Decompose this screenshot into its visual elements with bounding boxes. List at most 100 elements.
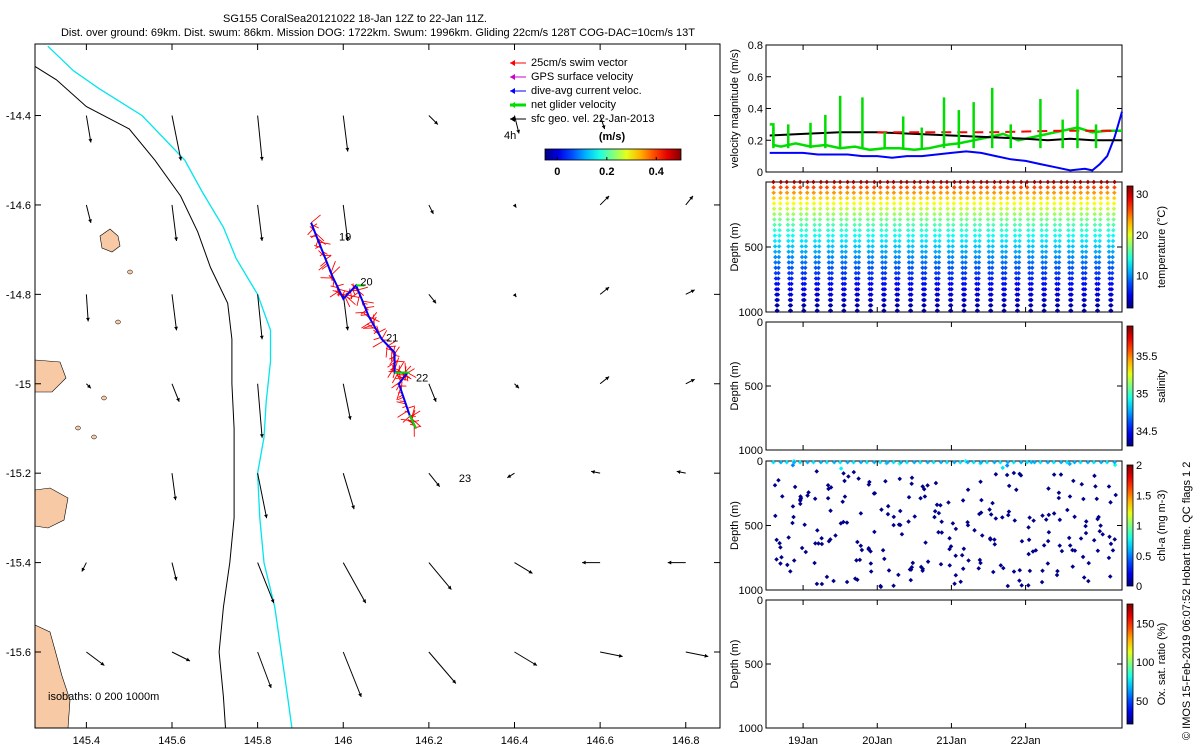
chla-sample <box>793 485 798 490</box>
temperature-sample <box>1098 207 1103 212</box>
temperature-sample <box>986 212 991 217</box>
temperature-sample <box>772 223 777 228</box>
chla-sample <box>780 494 785 499</box>
temperature-sample <box>798 190 803 195</box>
temperature-sample <box>937 249 942 254</box>
temperature-sample <box>951 233 956 238</box>
temperature-sample <box>959 233 964 238</box>
temperature-sample <box>1085 212 1090 217</box>
temperature-sample <box>831 223 836 228</box>
chla-sample <box>1044 517 1049 522</box>
temperature-sample <box>1070 260 1075 265</box>
chla-sample <box>925 483 930 488</box>
temperature-sample <box>1093 217 1098 222</box>
temperature-sample <box>978 207 983 212</box>
temperature-sample <box>1070 249 1075 254</box>
temperature-sample <box>1018 217 1023 222</box>
temperature-sample <box>1112 207 1117 212</box>
velocity-series-line <box>877 131 1114 133</box>
temperature-sample <box>843 255 848 260</box>
colorbar-tick-label: 35.5 <box>1136 351 1157 363</box>
temperature-sample <box>990 260 995 265</box>
chla-sample <box>1082 575 1087 580</box>
chla-sample <box>1019 583 1024 588</box>
x-tick-label: 146 <box>334 735 352 747</box>
temperature-sample <box>906 223 911 228</box>
chla-sample <box>1072 515 1077 520</box>
chla-sample <box>1042 543 1047 548</box>
imos-copyright-note: © IMOS 15-Feb-2019 06:07:52 Hobart time.… <box>1181 462 1193 740</box>
temperature-sample <box>772 212 777 217</box>
temperature-sample <box>844 217 849 222</box>
chla-sample <box>954 527 959 532</box>
temperature-sample <box>1093 228 1098 233</box>
temperature-sample <box>891 185 896 190</box>
chla-sample <box>980 533 985 538</box>
chla-sample <box>962 547 967 552</box>
temperature-sample <box>972 212 977 217</box>
temperature-sample <box>871 207 876 212</box>
temperature-sample <box>896 271 901 276</box>
temperature-sample <box>1084 260 1089 265</box>
temperature-sample <box>1017 255 1022 260</box>
chla-sample <box>845 580 850 585</box>
temperature-sample <box>1096 276 1101 281</box>
temperature-sample <box>1026 239 1031 244</box>
chla-sample <box>825 575 830 580</box>
temperature-sample <box>866 233 871 238</box>
temperature-sample <box>843 266 848 271</box>
temperature-sample <box>985 185 990 190</box>
chla-sample <box>774 538 779 543</box>
chla-sample <box>882 557 887 562</box>
temperature-sample <box>972 185 977 190</box>
temperature-sample <box>911 239 916 244</box>
temperature-sample <box>1070 276 1075 281</box>
temperature-sample <box>1045 185 1050 190</box>
chla-sample <box>814 469 819 474</box>
temperature-sample <box>919 223 924 228</box>
chla-sample <box>891 523 896 528</box>
temperature-sample <box>911 233 916 238</box>
temperature-sample <box>871 217 876 222</box>
temperature-sample <box>973 244 978 249</box>
temperature-sample <box>844 233 849 238</box>
temperature-sample <box>844 212 849 217</box>
temperature-sample <box>910 276 915 281</box>
temperature-sample <box>990 255 995 260</box>
temperature-sample <box>786 228 791 233</box>
temperature-sample <box>805 185 810 190</box>
chla-sample <box>800 546 805 551</box>
day-label: 20 <box>360 276 372 288</box>
temperature-sample <box>898 201 903 206</box>
temperature-sample <box>779 180 784 185</box>
temperature-sample <box>1012 207 1017 212</box>
chla-sample <box>1052 472 1057 477</box>
temperature-sample <box>844 249 849 254</box>
y-tick-label: -15 <box>15 379 31 391</box>
temperature-sample <box>865 190 870 195</box>
chla-sample <box>1083 524 1088 529</box>
temperature-sample <box>786 239 791 244</box>
temperature-sample <box>897 255 902 260</box>
temperature-sample <box>785 201 790 206</box>
temperature-sample <box>776 266 781 271</box>
temperature-sample <box>885 180 890 185</box>
chla-sample <box>992 537 997 542</box>
temperature-sample <box>804 228 809 233</box>
chla-sample <box>816 541 821 546</box>
temperature-sample <box>1079 228 1084 233</box>
temperature-sample <box>973 228 978 233</box>
temperature-sample <box>925 190 930 195</box>
legend-entry: net glider velocity <box>531 99 616 111</box>
temperature-sample <box>885 207 890 212</box>
temperature-sample <box>1032 196 1037 201</box>
temperature-sample <box>906 233 911 238</box>
temperature-sample <box>1097 249 1102 254</box>
temperature-sample <box>912 180 917 185</box>
legend-entry: 25cm/s swim vector <box>531 57 628 69</box>
chla-sample <box>1081 497 1086 502</box>
temperature-sample <box>905 207 910 212</box>
legend-entry: sfc geo. vel. 22-Jan-2013 <box>531 113 655 125</box>
isobath-legend-label: isobaths: 0 200 1000m <box>48 691 159 703</box>
chla-sample <box>1107 535 1112 540</box>
